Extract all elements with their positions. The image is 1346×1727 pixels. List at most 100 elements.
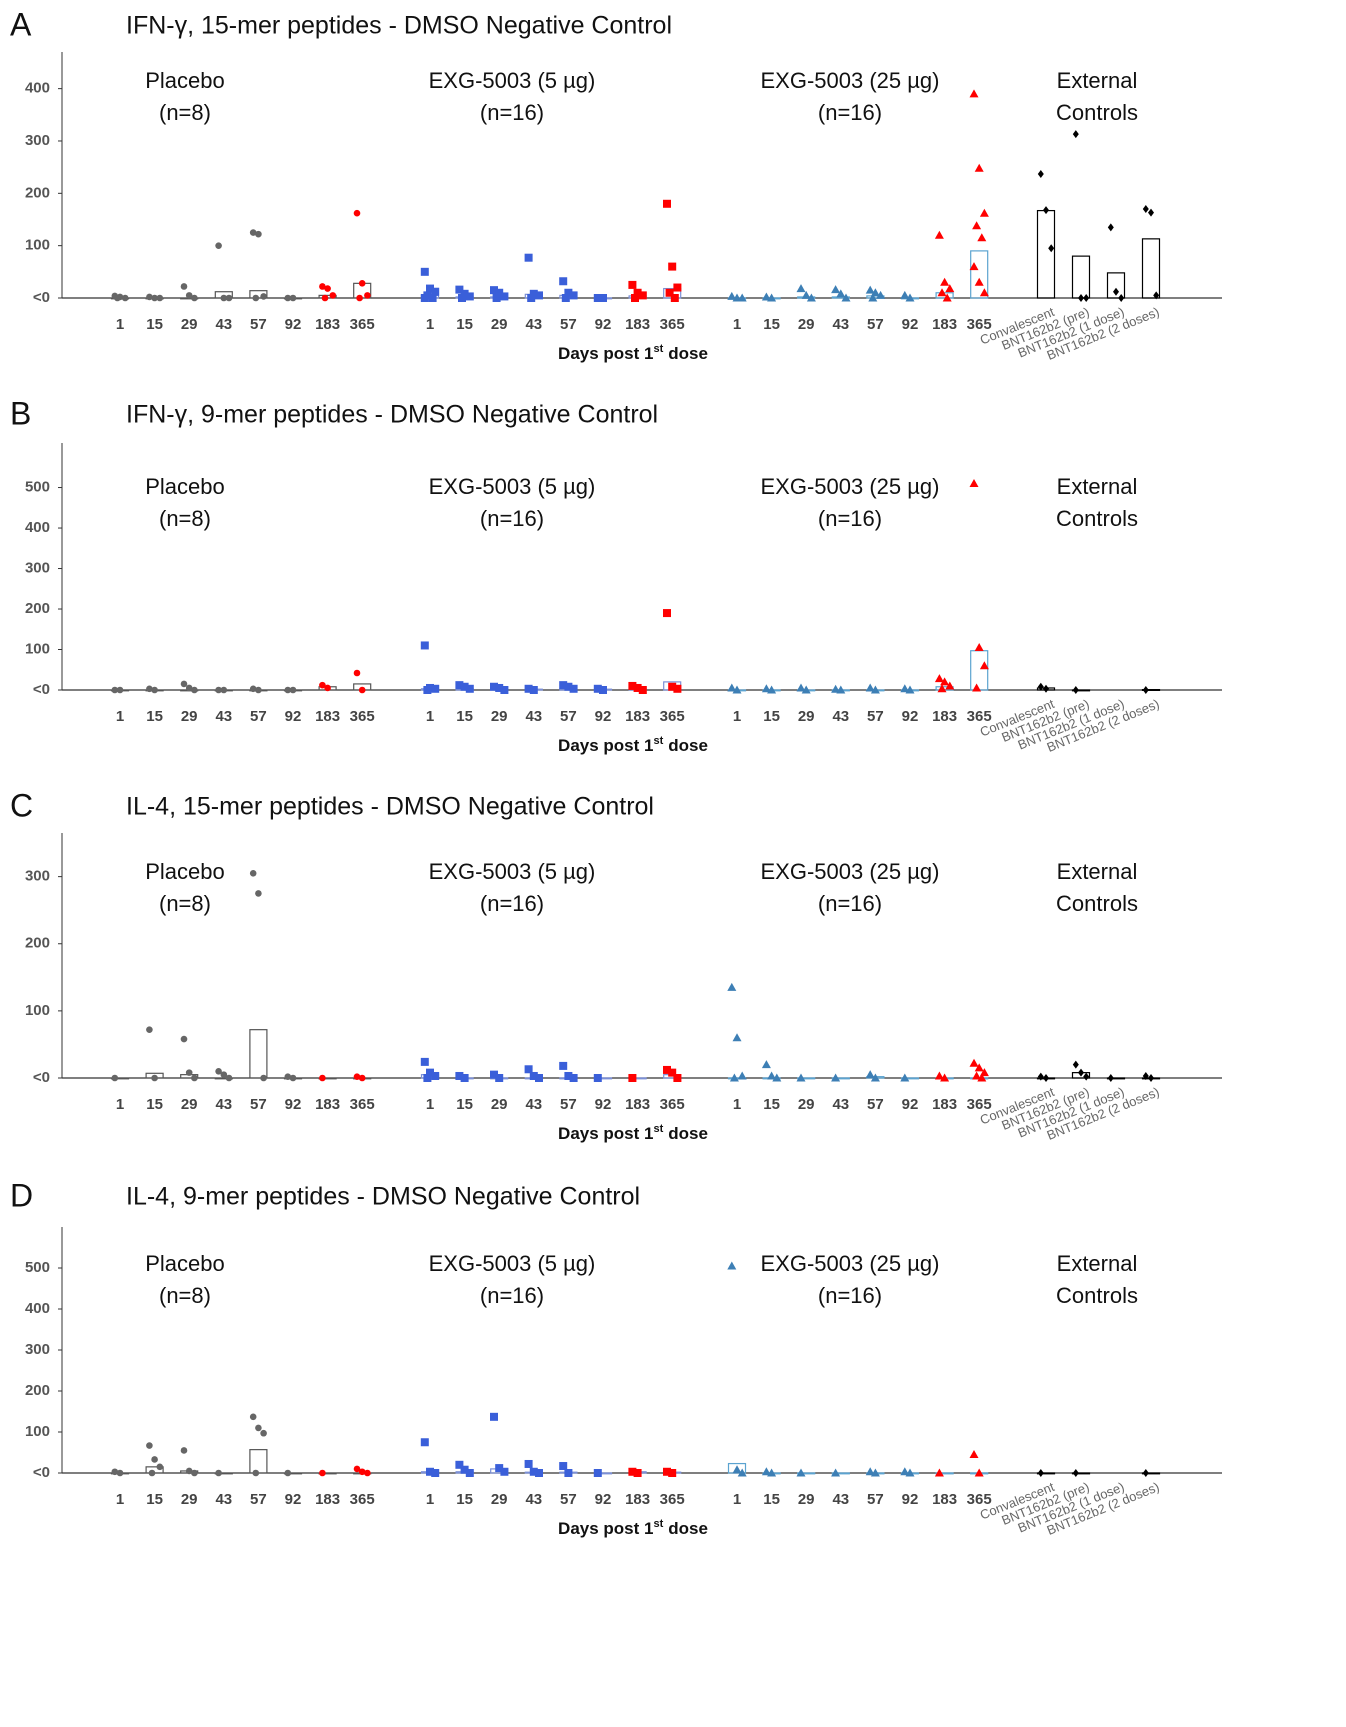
- data-point: [220, 294, 228, 302]
- x-axis-title: Days post 1st dose: [558, 343, 708, 364]
- data-point: [1072, 686, 1079, 694]
- data-point: [529, 289, 538, 298]
- data-point: [431, 684, 440, 693]
- data-point: [180, 1447, 188, 1454]
- data-point: [865, 1070, 875, 1079]
- data-point: [979, 208, 989, 217]
- group-label: Placebo: [145, 859, 225, 884]
- data-point: [255, 230, 262, 238]
- x-tick-label: 365: [350, 1096, 375, 1113]
- data-point: [870, 1073, 880, 1082]
- group-label: EXG-5003 (25 µg): [761, 474, 940, 499]
- data-point: [972, 1071, 982, 1080]
- data-point: [1107, 223, 1114, 232]
- group-label: (n=16): [480, 891, 544, 916]
- data-point: [121, 294, 129, 302]
- data-point: [1037, 1469, 1044, 1477]
- x-tick-label: 365: [350, 1491, 375, 1508]
- data-point: [215, 1469, 222, 1477]
- x-tick-label: 29: [798, 1491, 815, 1508]
- y-tick-label: 300: [25, 559, 50, 576]
- group-label: Controls: [1056, 506, 1138, 531]
- data-point: [146, 293, 153, 301]
- data-point: [220, 686, 228, 694]
- x-tick-label: 15: [456, 708, 473, 725]
- x-tick-label: 29: [798, 1096, 815, 1113]
- data-point: [1078, 1068, 1084, 1077]
- data-point: [535, 291, 543, 300]
- panel-label: C: [10, 787, 33, 823]
- data-point: [1037, 682, 1044, 691]
- data-point: [593, 294, 602, 302]
- bar: [900, 1077, 920, 1080]
- data-point: [841, 293, 851, 302]
- x-tick-label: 15: [456, 316, 473, 333]
- data-point: [564, 1071, 573, 1080]
- group-label: External: [1057, 1251, 1138, 1276]
- bar: [1036, 1472, 1056, 1475]
- data-point: [772, 1073, 782, 1082]
- x-tick-label: 183: [315, 316, 340, 333]
- x-tick-label: 183: [932, 1491, 957, 1508]
- y-tick-label: <0: [33, 1464, 50, 1481]
- group-label: (n=16): [480, 506, 544, 531]
- data-point: [900, 1467, 910, 1476]
- y-tick-label: 100: [25, 640, 50, 657]
- data-point: [1118, 294, 1125, 302]
- data-point: [524, 1459, 533, 1468]
- data-point: [495, 288, 504, 297]
- data-point: [180, 680, 188, 688]
- bar: [831, 1077, 850, 1080]
- data-point: [180, 1035, 188, 1043]
- x-tick-label: 15: [763, 708, 780, 725]
- data-point: [1037, 1072, 1044, 1081]
- data-point: [865, 683, 875, 692]
- x-tick-label: 183: [932, 316, 957, 333]
- x-tick-label: 57: [560, 1491, 577, 1508]
- data-point: [191, 1074, 198, 1082]
- data-point: [1072, 1469, 1079, 1477]
- data-point: [727, 1261, 737, 1270]
- data-point: [191, 294, 198, 302]
- data-point: [426, 1068, 434, 1077]
- data-point: [353, 209, 361, 217]
- data-point: [865, 285, 875, 294]
- data-point: [663, 1467, 671, 1476]
- x-tick-label: 57: [250, 1491, 267, 1508]
- x-tick-label: 43: [215, 708, 232, 725]
- group-label: (n=16): [818, 891, 882, 916]
- data-point: [969, 262, 979, 271]
- x-tick-label: 29: [798, 708, 815, 725]
- x-tick-label: 1: [116, 1491, 124, 1508]
- data-point: [1148, 208, 1154, 217]
- data-point: [426, 1467, 434, 1476]
- x-tick-label: 29: [181, 708, 198, 725]
- data-point: [593, 684, 602, 693]
- data-point: [979, 661, 989, 670]
- data-point: [1048, 244, 1055, 253]
- data-point: [500, 292, 509, 301]
- x-tick-label: 92: [595, 708, 612, 725]
- data-point: [185, 1069, 193, 1076]
- data-point: [428, 294, 437, 302]
- data-point: [284, 1469, 292, 1477]
- data-point: [801, 290, 811, 299]
- data-point: [460, 682, 469, 691]
- x-tick-label: 15: [456, 1096, 473, 1113]
- x-axis-title-part: Days post 1: [558, 736, 653, 755]
- y-tick-label: <0: [33, 681, 50, 698]
- x-tick-label: 183: [625, 1491, 650, 1508]
- group-label: External: [1057, 859, 1138, 884]
- data-point: [796, 683, 806, 692]
- data-point: [663, 609, 671, 618]
- data-point: [185, 1467, 193, 1475]
- y-tick-label: 100: [25, 1002, 50, 1019]
- data-point: [940, 277, 950, 286]
- data-point: [727, 982, 737, 991]
- y-tick-label: 200: [25, 600, 50, 617]
- y-tick-label: 100: [25, 1423, 50, 1440]
- data-point: [324, 684, 331, 692]
- data-point: [969, 89, 979, 98]
- bar: [970, 650, 989, 691]
- data-point: [1113, 287, 1119, 296]
